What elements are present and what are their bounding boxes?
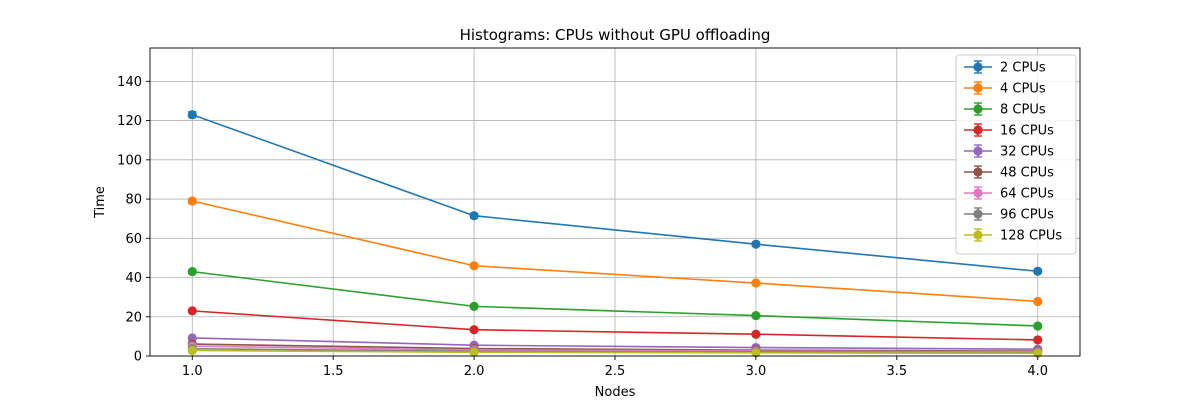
legend-marker <box>973 83 983 93</box>
data-point <box>1033 335 1043 345</box>
legend-label: 8 CPUs <box>1000 103 1046 118</box>
x-tick-label: 1.5 <box>323 364 344 379</box>
legend-item: 4 CPUs <box>964 81 1046 97</box>
y-axis-label: Time <box>93 186 108 219</box>
data-point <box>187 267 197 277</box>
data-point <box>751 278 761 288</box>
series-line <box>192 270 1038 327</box>
chart-title: Histograms: CPUs without GPU offloading <box>460 26 771 44</box>
data-point <box>469 301 479 311</box>
y-tick-label: 100 <box>117 153 142 168</box>
data-point <box>1033 266 1043 276</box>
legend-marker <box>973 125 983 135</box>
x-tick-label: 2.5 <box>605 364 626 379</box>
legend-marker <box>973 62 983 72</box>
series-2 <box>187 196 1043 307</box>
data-point <box>751 329 761 339</box>
data-point <box>1033 321 1043 331</box>
data-point <box>751 239 761 249</box>
legend-marker <box>973 146 983 156</box>
data-point <box>187 345 197 356</box>
legend-label: 4 CPUs <box>1000 82 1046 97</box>
series-line <box>192 200 1038 303</box>
series-line <box>192 343 1038 352</box>
legend-item: 128 CPUs <box>964 228 1062 244</box>
legend-item: 96 CPUs <box>964 207 1054 223</box>
legend-label: 16 CPUs <box>1000 124 1054 139</box>
y-tick-label: 20 <box>125 310 142 325</box>
legend-label: 128 CPUs <box>1000 229 1062 244</box>
y-tick-label: 0 <box>134 350 142 365</box>
x-tick-label: 2.0 <box>464 364 485 379</box>
series-3 <box>187 267 1043 331</box>
series-layer <box>187 110 1043 358</box>
y-tick-label: 120 <box>117 114 142 129</box>
legend-item: 2 CPUs <box>964 60 1046 76</box>
legend-marker <box>973 167 983 177</box>
x-tick-label: 1.0 <box>182 364 203 379</box>
y-axis: 0 20 40 60 80 100 120 140 <box>117 75 150 365</box>
y-tick-label: 40 <box>125 271 142 286</box>
series-9 <box>187 345 1043 358</box>
legend-label: 32 CPUs <box>1000 145 1054 160</box>
series-4 <box>187 306 1043 345</box>
x-tick-label: 4.0 <box>1027 364 1048 379</box>
legend-marker <box>973 209 983 219</box>
legend: 2 CPUs 4 CPUs 8 CPUs 16 CPUs 32 CPUs 48 CPUs 6… <box>955 54 1077 255</box>
legend-item: 16 CPUs <box>964 123 1054 139</box>
series-line <box>192 345 1038 353</box>
legend-item: 32 CPUs <box>964 144 1054 160</box>
legend-item: 48 CPUs <box>964 165 1054 181</box>
x-tick-label: 3.5 <box>886 364 907 379</box>
legend-label: 48 CPUs <box>1000 166 1054 181</box>
legend-box <box>955 54 1077 255</box>
series-line <box>192 337 1038 350</box>
data-point <box>469 261 479 271</box>
data-point <box>469 211 479 221</box>
data-point <box>751 348 761 358</box>
data-point <box>187 110 197 120</box>
series-line <box>192 113 1038 273</box>
data-point <box>469 325 479 335</box>
y-tick-label: 60 <box>125 232 142 247</box>
data-point <box>187 196 197 206</box>
y-tick-label: 140 <box>117 75 142 90</box>
legend-label: 2 CPUs <box>1000 61 1046 76</box>
data-point <box>187 306 197 316</box>
series-line <box>192 310 1038 341</box>
x-axis-label: Nodes <box>595 385 636 400</box>
y-tick-label: 80 <box>125 193 142 208</box>
legend-marker <box>973 230 983 240</box>
legend-item: 64 CPUs <box>964 186 1054 202</box>
data-point <box>1033 296 1043 307</box>
legend-marker <box>973 104 983 114</box>
x-axis: 1.0 1.5 2.0 2.5 3.0 3.5 4.0 <box>182 356 1048 379</box>
legend-label: 96 CPUs <box>1000 208 1054 223</box>
series-line <box>192 349 1038 355</box>
legend-label: 64 CPUs <box>1000 187 1054 202</box>
x-tick-label: 3.0 <box>746 364 767 379</box>
series-1 <box>187 110 1043 276</box>
legend-item: 8 CPUs <box>964 102 1046 118</box>
legend-marker <box>973 188 983 198</box>
data-point <box>751 310 761 321</box>
data-point <box>469 347 479 357</box>
